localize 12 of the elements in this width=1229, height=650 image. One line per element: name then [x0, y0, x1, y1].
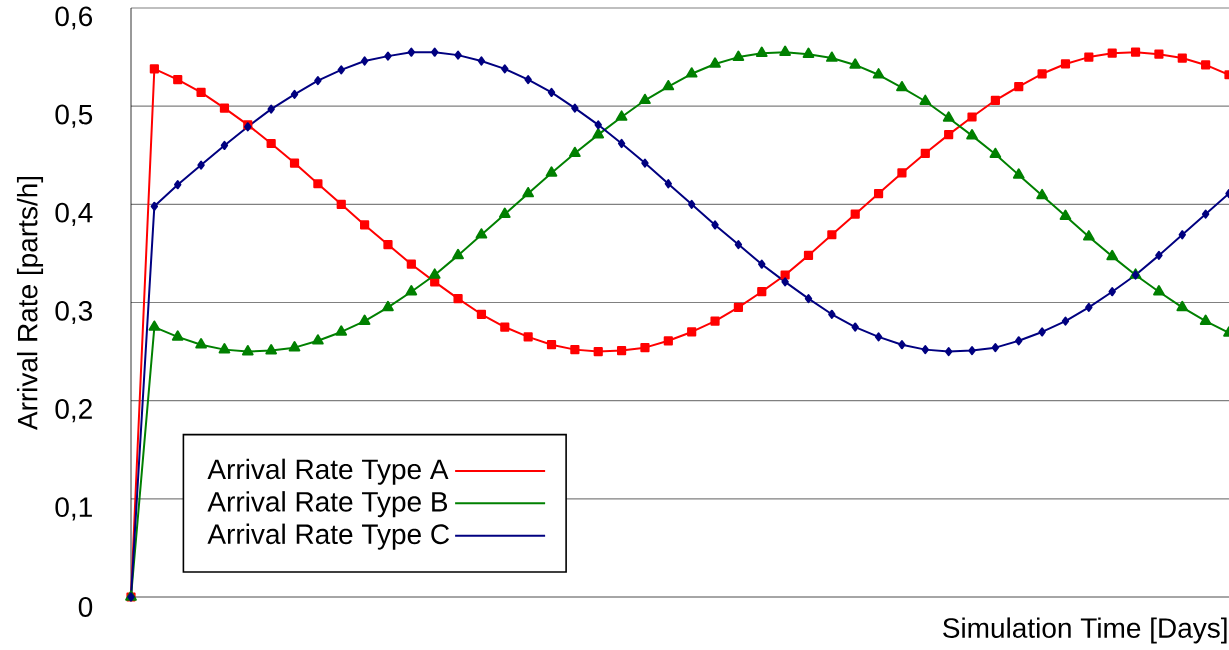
y-tick-label: 0,2	[55, 399, 92, 423]
x-axis-title: Simulation Time [Days]	[943, 617, 1227, 644]
legend-label: Arrival Rate Type A	[207, 458, 449, 485]
y-tick-label: 0,1	[55, 497, 92, 521]
y-tick-label: 0,6	[55, 6, 93, 30]
legend-label: Arrival Rate Type B	[207, 491, 448, 518]
legend-label: Arrival Rate Type C	[207, 523, 450, 550]
y-tick-label: 0	[78, 597, 93, 617]
y-tick-label: 0,5	[55, 104, 93, 128]
y-tick-label: 0,3	[55, 300, 93, 325]
y-tick-label: 0,4	[55, 202, 93, 226]
y-axis-title: Arrival Rate [parts/h]	[16, 176, 44, 431]
